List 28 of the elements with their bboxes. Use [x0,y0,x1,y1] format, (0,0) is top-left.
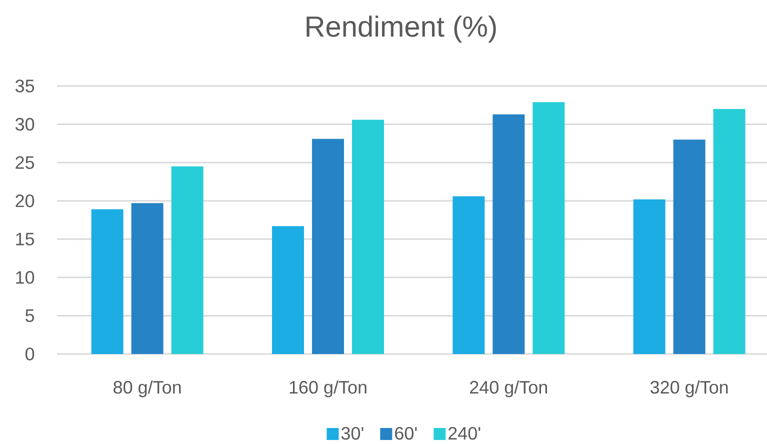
bar [171,166,204,354]
legend-label: 60' [395,426,417,440]
legend-label: 30' [341,426,364,440]
bar [452,196,485,354]
bar [633,199,666,354]
legend-label: 240' [448,426,480,440]
bar [91,209,124,354]
bar [312,138,344,354]
chart-title: Rendiment (%) [306,16,496,43]
bar [713,108,746,354]
bar [492,114,525,354]
y-tick-label: 15 [16,232,34,246]
x-tick-label: 320 g/Ton [650,380,728,398]
bar [272,226,304,354]
bar [131,203,164,354]
y-tick-label: 5 [26,309,34,322]
bar [673,140,706,354]
x-tick-label: 160 g/Ton [290,380,366,398]
bar [532,102,565,354]
y-tick-label: 20 [16,194,34,208]
x-tick-label: 80 g/Ton [114,380,181,398]
y-tick-label: 0 [25,348,34,360]
x-tick-label: 240 g/Ton [470,380,548,398]
bar [352,120,384,354]
y-tick-label: 30 [15,118,34,131]
y-tick-label: 25 [16,156,34,169]
y-tick-label: 35 [15,80,34,92]
y-tick-label: 10 [16,271,34,284]
